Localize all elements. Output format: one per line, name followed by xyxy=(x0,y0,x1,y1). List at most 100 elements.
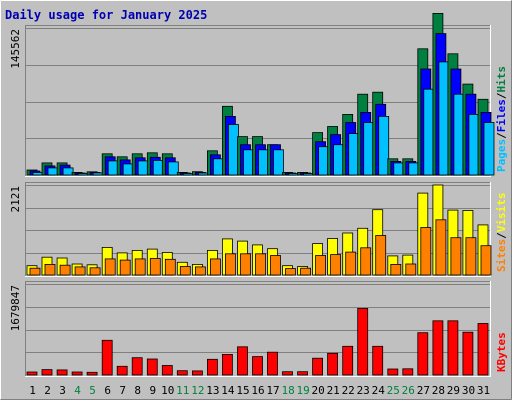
x-tick-label-day-19: 19 xyxy=(296,384,309,397)
bar-sites-day-20 xyxy=(315,255,327,276)
x-tick-label-day-4: 4 xyxy=(74,384,81,397)
bar-sites-day-16 xyxy=(255,253,266,276)
bar-pages-day-13 xyxy=(212,158,224,176)
legend-entry-visits: Visits xyxy=(495,193,508,233)
bar-kbytes-day-30 xyxy=(462,331,474,376)
bar-sites-day-17 xyxy=(270,255,281,276)
bar-kbytes-day-21 xyxy=(327,352,339,376)
bar-pages-day-11 xyxy=(182,173,194,176)
bar-kbytes-day-7 xyxy=(116,365,128,376)
bar-pages-day-3 xyxy=(62,167,74,176)
x-tick-label-day-21: 21 xyxy=(327,384,340,397)
bar-kbytes-day-13 xyxy=(206,358,218,376)
legend-entry-pages: Pages xyxy=(495,139,508,172)
bar-pages-day-7 xyxy=(122,163,134,176)
bar-kbytes-day-23 xyxy=(357,307,369,376)
x-tick-label-day-22: 22 xyxy=(342,384,355,397)
x-tick-label-day-13: 13 xyxy=(206,384,219,397)
bar-sites-day-11 xyxy=(179,266,191,276)
x-tick-label-day-24: 24 xyxy=(372,384,386,397)
bar-pages-day-20 xyxy=(318,146,330,176)
bar-pages-day-29 xyxy=(453,93,465,176)
x-tick-label-day-26: 26 xyxy=(402,384,415,397)
bar-sites-day-14 xyxy=(224,253,236,276)
legend-entry-sites: Sites xyxy=(495,239,508,272)
bar-pages-day-22 xyxy=(348,133,360,176)
bar-pages-day-23 xyxy=(363,122,375,176)
x-tick-label-day-14: 14 xyxy=(221,384,235,397)
bar-sites-day-24 xyxy=(375,235,387,276)
bar-pages-day-12 xyxy=(197,172,209,176)
x-tick-label-day-7: 7 xyxy=(119,384,126,397)
x-tick-label-day-18: 18 xyxy=(281,384,294,397)
bar-pages-day-8 xyxy=(137,160,149,176)
bar-pages-day-31 xyxy=(483,122,495,176)
bar-kbytes-day-10 xyxy=(161,365,173,376)
bar-sites-day-30 xyxy=(465,237,477,276)
bar-sites-day-5 xyxy=(89,267,101,276)
bar-kbytes-day-4 xyxy=(71,371,83,376)
x-tick-label-day-23: 23 xyxy=(357,384,370,397)
bar-pages-day-28 xyxy=(438,61,450,176)
bar-pages-day-21 xyxy=(333,144,345,176)
x-tick-label-day-5: 5 xyxy=(89,384,96,397)
bar-sites-day-23 xyxy=(360,247,372,276)
bar-pages-day-19 xyxy=(303,173,315,176)
x-tick-label-day-31: 31 xyxy=(477,384,490,397)
bar-pages-day-27 xyxy=(423,88,435,176)
x-tick-label-day-12: 12 xyxy=(191,384,204,397)
bar-sites-day-26 xyxy=(405,263,417,276)
bar-sites-day-27 xyxy=(420,227,432,276)
bar-kbytes-day-11 xyxy=(176,370,188,376)
bar-kbytes-day-24 xyxy=(372,345,384,376)
bar-pages-day-14 xyxy=(227,124,239,176)
bar-kbytes-day-18 xyxy=(282,371,293,376)
bar-kbytes-day-19 xyxy=(297,371,309,376)
legend-entry-: / xyxy=(495,132,508,139)
legend-entry-hits: Hits xyxy=(495,66,508,93)
bar-sites-day-12 xyxy=(194,266,206,276)
bar-pages-day-26 xyxy=(408,162,420,176)
bar-kbytes-day-3 xyxy=(56,369,68,376)
bar-pages-day-17 xyxy=(273,149,284,176)
bar-sites-day-7 xyxy=(119,259,131,276)
bar-pages-day-6 xyxy=(107,160,119,176)
x-tick-label-day-27: 27 xyxy=(417,384,430,397)
chart-panels: 145562Pages/Files/Hits2121Sites/Visits16… xyxy=(9,12,508,377)
bar-kbytes-day-8 xyxy=(131,357,143,376)
bar-kbytes-day-26 xyxy=(402,368,414,376)
panel-kbytes-legend: KBytes xyxy=(495,332,508,372)
bar-sites-day-15 xyxy=(240,253,251,276)
bar-sites-day-2 xyxy=(44,263,56,276)
legend-entry-kbytes: KBytes xyxy=(495,332,508,372)
bar-sites-day-19 xyxy=(300,267,312,276)
bar-pages-day-25 xyxy=(393,162,405,176)
bar-sites-day-4 xyxy=(74,266,86,276)
x-tick-label-day-15: 15 xyxy=(236,384,249,397)
bar-kbytes-day-17 xyxy=(267,351,278,376)
bar-kbytes-day-12 xyxy=(191,370,203,376)
x-tick-label-day-6: 6 xyxy=(104,384,111,397)
x-axis-tick-labels: 1 2 3 4 5 6 7 8 9 10 11 12 13 14 15 16 17 18 19 20 21 22 23 24 2… xyxy=(29,384,490,397)
bar-kbytes-day-28 xyxy=(432,320,444,376)
x-tick-label-day-30: 30 xyxy=(462,384,475,397)
bar-pages-day-15 xyxy=(243,149,254,176)
legend-entry-: / xyxy=(495,92,508,99)
bar-pages-day-1 xyxy=(32,172,44,176)
bar-kbytes-day-14 xyxy=(221,353,233,376)
bar-kbytes-day-2 xyxy=(41,369,53,376)
bar-kbytes-day-9 xyxy=(146,358,158,376)
bar-pages-day-4 xyxy=(77,173,89,176)
bar-kbytes-day-27 xyxy=(417,332,429,376)
bar-pages-day-10 xyxy=(167,161,179,176)
bar-sites-day-29 xyxy=(450,237,462,276)
x-tick-label-day-25: 25 xyxy=(387,384,400,397)
bar-sites-day-18 xyxy=(285,268,296,276)
x-tick-label-day-1: 1 xyxy=(29,384,36,397)
bar-kbytes-day-15 xyxy=(237,346,248,376)
x-tick-label-day-3: 3 xyxy=(59,384,66,397)
bar-sites-day-8 xyxy=(134,258,146,276)
bar-sites-day-9 xyxy=(149,258,161,276)
panel-hits-files-pages-legend: Pages/Files/Hits xyxy=(495,66,508,172)
